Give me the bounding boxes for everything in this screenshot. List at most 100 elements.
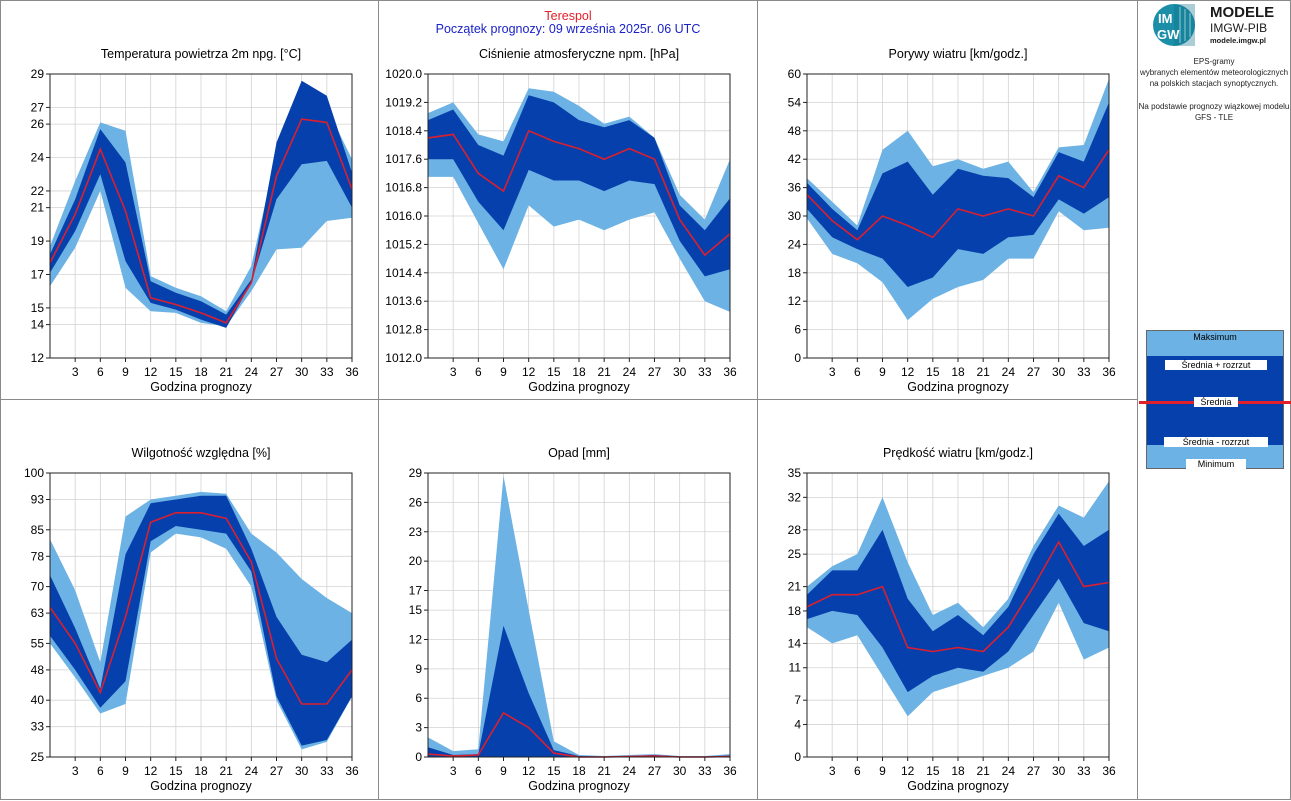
pressure-xlabel: Godzina prognozy	[528, 380, 630, 394]
precip-ytick-label: 29	[409, 466, 423, 480]
precip-xlabel: Godzina prognozy	[528, 779, 630, 793]
temperature-panel: 12 14 15 17 19 21 22 24 26 27 29 3 6 9 12 15 18 21 24 27 30 3…	[0, 0, 379, 400]
precip-title: Opad [mm]	[548, 446, 610, 460]
wind-xtick-label: 24	[1002, 764, 1016, 778]
wind-xtick-label: 12	[901, 764, 915, 778]
model-line-1: Na podstawie prognozy wiązkowej modelu	[1138, 102, 1290, 111]
temp-ytick-label: 17	[31, 267, 45, 281]
temp-ytick-label: 29	[31, 67, 45, 81]
pressure-title: Ciśnienie atmosferyczne npm. [hPa]	[479, 47, 679, 61]
wind-xtick-label: 36	[1102, 764, 1116, 778]
wind-ytick-label: 21	[788, 580, 802, 594]
wind-title: Prędkość wiatru [km/godz.]	[883, 446, 1033, 460]
gusts-xtick-label: 21	[976, 365, 990, 379]
temp-xlabel: Godzina prognozy	[150, 380, 252, 394]
wind-ytick-label: 0	[794, 750, 801, 764]
gusts-xlabel: Godzina prognozy	[907, 380, 1009, 394]
temp-ytick-label: 14	[31, 318, 45, 332]
pressure-ytick-label: 1017.6	[385, 152, 422, 166]
precip-ytick-label: 0	[415, 750, 422, 764]
gusts-title: Porywy wiatru [km/godz.]	[889, 47, 1028, 61]
wind-xtick-label: 33	[1077, 764, 1091, 778]
pressure-ytick-label: 1012.0	[385, 351, 422, 365]
humidity-xtick-label: 6	[97, 764, 104, 778]
gusts-ytick-label: 18	[788, 266, 802, 280]
pressure-panel: Terespol Początek prognozy: 09 września …	[378, 0, 758, 400]
temp-ytick-label: 26	[31, 117, 45, 131]
pressure-xtick-label: 27	[648, 365, 662, 379]
temp-xtick-label: 9	[122, 365, 129, 379]
precip-spread-band	[428, 625, 730, 757]
humidity-panel: 25 33 40 48 55 63 70 78 85 93 100 3 6 9 12 15 18 21 24 27 30…	[0, 399, 379, 800]
pressure-ytick-label: 1018.4	[385, 124, 422, 138]
pressure-xtick-label: 6	[475, 365, 482, 379]
wind-xtick-label: 21	[976, 764, 990, 778]
imgw-logo: IM GW MODELE IMGW-PIB modele.imgw.pl	[1144, 3, 1288, 47]
temp-mean-line	[49, 118, 353, 324]
station-title: Terespol	[544, 9, 592, 23]
gusts-spread-band	[807, 102, 1109, 288]
pressure-xtick-label: 9	[500, 365, 507, 379]
precip-xtick-label: 24	[623, 764, 637, 778]
gusts-ytick-label: 60	[788, 67, 802, 81]
wind-xtick-label: 3	[829, 764, 836, 778]
gusts-ytick-label: 12	[788, 294, 802, 308]
wind-ytick-label: 28	[788, 523, 802, 537]
humidity-ytick-label: 93	[31, 493, 45, 507]
wind-xtick-label: 9	[879, 764, 886, 778]
precip-xtick-label: 9	[500, 764, 507, 778]
wind-spread-band	[807, 513, 1109, 693]
pressure-ytick-label: 1016.8	[385, 181, 422, 195]
humidity-spread-band	[50, 495, 352, 746]
gusts-ytick-label: 48	[788, 124, 802, 138]
precip-ytick-label: 23	[409, 525, 423, 539]
humidity-xtick-label: 36	[345, 764, 359, 778]
pressure-ytick-label: 1012.8	[385, 323, 422, 337]
temp-xtick-label: 30	[295, 365, 309, 379]
humidity-ytick-label: 70	[31, 580, 45, 594]
precip-xtick-label: 15	[547, 764, 561, 778]
humidity-xtick-label: 21	[219, 764, 233, 778]
temp-xtick-label: 18	[194, 365, 208, 379]
wind-xtick-label: 6	[854, 764, 861, 778]
legend-band-max	[1147, 331, 1283, 356]
humidity-xtick-label: 24	[245, 764, 259, 778]
gusts-xtick-label: 33	[1077, 365, 1091, 379]
precip-xtick-label: 12	[522, 764, 536, 778]
legend-mean-minus: Średnia - rozrzut	[1164, 437, 1268, 447]
temp-xtick-label: 33	[320, 365, 334, 379]
precipitation-panel: 0 3 6 9 12 15 17 20 23 26 29 3 6 9 12 15 18 21 24 27 30 33 36 G…	[378, 399, 758, 800]
precip-ytick-label: 20	[409, 554, 423, 568]
logo-title: MODELE	[1210, 4, 1275, 21]
pressure-xtick-label: 36	[723, 365, 737, 379]
humidity-ytick-label: 40	[31, 693, 45, 707]
legend-band-min	[1147, 445, 1283, 468]
pressure-chart: 1012.0 1012.8 1013.6 1014.4 1015.2 1016.0 1016…	[385, 47, 737, 394]
pressure-xtick-label: 12	[522, 365, 536, 379]
humidity-title: Wilgotność względna [%]	[132, 446, 271, 460]
forecast-start-title: Początek prognozy: 09 września 2025r. 06…	[435, 22, 701, 36]
description-line-1: EPS-gramy	[1193, 57, 1235, 66]
temp-xtick-label: 27	[270, 365, 284, 379]
svg-text:IM: IM	[1158, 11, 1172, 26]
humidity-ytick-label: 25	[31, 750, 45, 764]
wind-ytick-label: 32	[788, 490, 802, 504]
wind-xtick-label: 30	[1052, 764, 1066, 778]
pressure-xtick-label: 24	[623, 365, 637, 379]
logo-url[interactable]: modele.imgw.pl	[1210, 36, 1266, 45]
temp-ytick-label: 22	[31, 184, 45, 198]
gusts-xtick-label: 12	[901, 365, 915, 379]
gusts-ytick-label: 30	[788, 209, 802, 223]
temp-spread-band	[50, 80, 352, 328]
legend-max: Maksimum	[1193, 332, 1237, 342]
temp-xtick-label: 15	[169, 365, 183, 379]
gusts-xtick-label: 18	[951, 365, 965, 379]
temp-title: Temperatura powietrza 2m npg. [°C]	[101, 47, 301, 61]
wind-xtick-label: 27	[1027, 764, 1041, 778]
gusts-xtick-label: 36	[1102, 365, 1116, 379]
precip-ytick-label: 3	[415, 721, 422, 735]
precip-ytick-label: 12	[409, 632, 423, 646]
gusts-ytick-label: 24	[788, 237, 802, 251]
